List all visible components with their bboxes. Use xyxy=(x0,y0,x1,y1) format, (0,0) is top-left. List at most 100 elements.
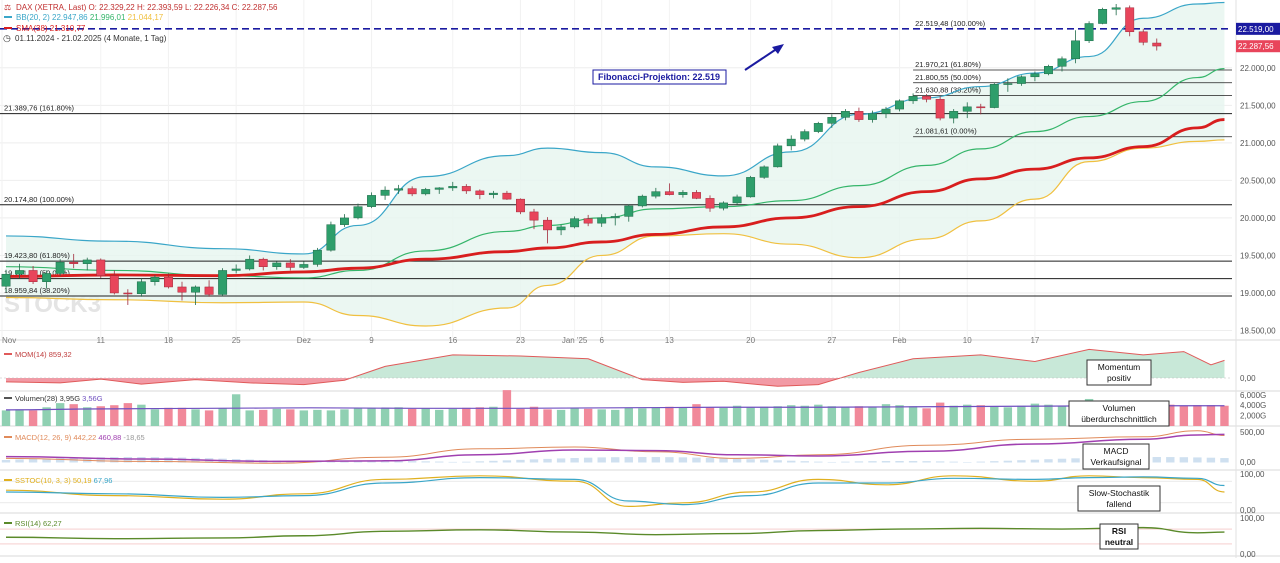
macd-histogram-bar xyxy=(313,461,322,463)
volume-bar xyxy=(719,407,728,426)
candle-body xyxy=(340,217,349,225)
candle xyxy=(840,109,850,121)
price-tag-label: 22.287,56 xyxy=(1238,42,1274,51)
macd-histogram-bar xyxy=(556,458,566,463)
rsi-line xyxy=(5,526,1225,540)
y-tick-label: 19.000,00 xyxy=(1240,289,1276,298)
rsi-y-tick: 100,00 xyxy=(1240,514,1265,523)
candle-body xyxy=(908,96,918,102)
annotation-text: Fibonacci-Projektion: 22.519 xyxy=(598,72,720,82)
candle-body xyxy=(895,100,904,110)
x-tick-label: 6 xyxy=(599,336,604,345)
candle xyxy=(732,194,742,205)
stoch-legend-part: 50,19 xyxy=(73,476,94,485)
candle xyxy=(448,181,458,191)
volume-bar xyxy=(787,405,796,426)
volume-legend-part: 3,95G xyxy=(60,394,83,403)
badge-text: RSI xyxy=(1112,526,1126,536)
fib-projection-label: 21.081,61 (0.00%) xyxy=(915,127,977,136)
candle xyxy=(299,261,309,269)
macd-histogram-bar xyxy=(692,457,701,463)
candle xyxy=(461,184,471,194)
macd-histogram-bar xyxy=(1166,457,1175,463)
candle xyxy=(488,190,498,199)
legend-bb: BB(20, 2) 22.947,86 21.996,01 21.044,17 xyxy=(16,13,164,22)
candle-body xyxy=(516,198,525,213)
sma-line xyxy=(5,118,1225,278)
candle-body xyxy=(42,273,52,282)
chart-legend: ⚖ DAX (XETRA, Last) O: 22.329,22 H: 22.39… xyxy=(3,3,278,43)
y-tick-label: 20.500,00 xyxy=(1240,176,1276,185)
x-tick-label: 16 xyxy=(448,336,457,345)
candle xyxy=(570,216,580,229)
fib-level-label: 20.174,80 (100.00%) xyxy=(4,195,75,204)
candle xyxy=(82,257,92,271)
candle-body xyxy=(488,192,498,195)
macd-histogram-bar xyxy=(1044,459,1053,463)
candle-body xyxy=(962,106,972,112)
volume-bar xyxy=(868,407,877,426)
volume-bar xyxy=(1193,405,1202,426)
candle-body xyxy=(394,188,404,191)
macd-histogram-bar xyxy=(719,458,728,463)
candle-body xyxy=(786,138,796,147)
candle xyxy=(1138,28,1148,46)
badge-text: überdurchschnittlich xyxy=(1081,414,1157,424)
volume-bar xyxy=(489,406,498,426)
candle xyxy=(597,214,607,227)
volume-bar xyxy=(759,406,769,426)
macd-histogram-bar xyxy=(854,461,864,463)
badge-box xyxy=(1086,359,1152,386)
macd-histogram-bar xyxy=(462,461,471,463)
clock-icon: ◷ xyxy=(3,33,11,43)
volume-bar xyxy=(123,403,133,426)
candle-body xyxy=(840,111,850,118)
candle-body xyxy=(583,218,593,224)
candle-body xyxy=(461,186,471,192)
candle-body xyxy=(82,259,92,264)
volume-bar xyxy=(1166,404,1175,426)
candle xyxy=(949,109,959,124)
candle-body xyxy=(705,198,715,209)
mom-y-tick: 0,00 xyxy=(1240,374,1256,383)
volume-bar xyxy=(1220,405,1229,426)
candle xyxy=(231,264,241,274)
macd-histogram-bar xyxy=(502,460,512,463)
candle xyxy=(583,214,593,227)
y-tick-label: 21.000,00 xyxy=(1240,139,1276,148)
volume-legend: Volumen(28) 3,95G 3,56G xyxy=(15,394,103,403)
candle-body xyxy=(136,281,146,294)
macd-histogram-bar xyxy=(651,457,661,463)
badge-text: fallend xyxy=(1106,499,1131,509)
candle-body xyxy=(692,192,701,199)
y-tick-label: 19.500,00 xyxy=(1240,251,1276,260)
volume-bar xyxy=(435,409,444,426)
badge-text: Verkaufsignal xyxy=(1090,457,1141,467)
candle-body xyxy=(597,217,607,224)
candle-body xyxy=(380,189,390,196)
candle xyxy=(218,268,228,296)
candle xyxy=(380,186,390,200)
candle-body xyxy=(543,219,552,231)
candle-body xyxy=(69,261,79,264)
volume-bar xyxy=(353,408,363,426)
candle-body xyxy=(326,224,336,251)
y-tick-label: 22.000,00 xyxy=(1240,64,1276,73)
macd-histogram-bar xyxy=(1030,459,1040,463)
candle-body xyxy=(1044,66,1053,75)
candle-body xyxy=(218,270,228,295)
macd-y-tick: 500,00 xyxy=(1240,428,1265,437)
annotation-box xyxy=(592,69,727,85)
macd-histogram-bar xyxy=(435,461,444,463)
volume-bar xyxy=(380,407,390,426)
macd-histogram-bar xyxy=(516,459,525,463)
macd-histogram-bar xyxy=(949,461,958,463)
candle-body xyxy=(1098,9,1108,24)
macd-histogram-bar xyxy=(448,461,457,463)
volume-bar xyxy=(299,410,309,426)
badge-text: neutral xyxy=(1105,537,1133,547)
x-tick-label: Dez xyxy=(297,336,311,345)
stoch-legend-part: SSTOC(10, 3, 3) xyxy=(15,476,73,485)
